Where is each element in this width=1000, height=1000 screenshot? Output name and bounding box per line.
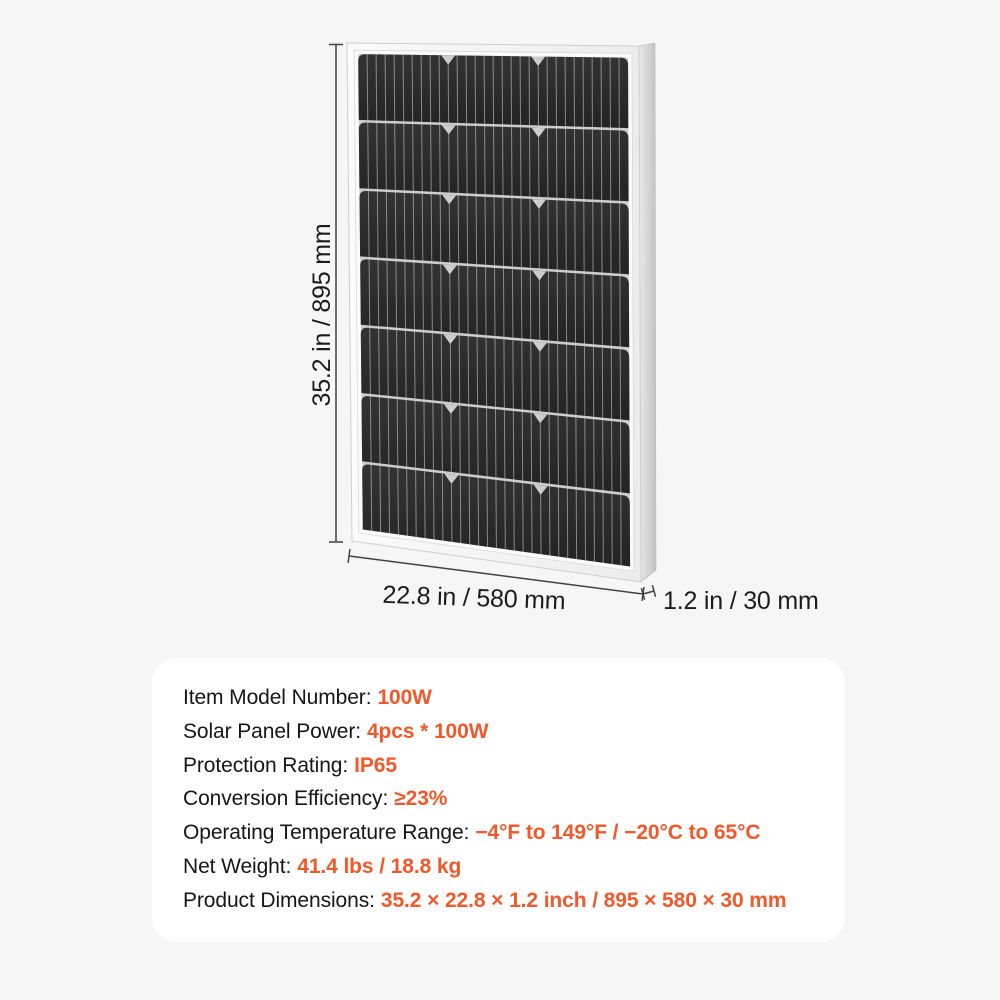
- spec-label: Net Weight:: [183, 854, 292, 878]
- cell-notch: [531, 127, 546, 138]
- panel-side-face: [638, 42, 657, 583]
- spec-value: −4°F to 149°F / −20°C to 65°C: [475, 821, 761, 845]
- cell-notch: [441, 125, 456, 135]
- cell-notch: [441, 55, 456, 65]
- cell-notch: [443, 404, 458, 414]
- cell-notch: [442, 194, 457, 205]
- cell-notch: [532, 341, 547, 352]
- spec-row: Net Weight: 41.4 lbs / 18.8 kg: [183, 850, 821, 884]
- height-dimension-label: 35.2 in / 895 mm: [308, 223, 336, 407]
- spec-value: 35.2 × 22.8 × 1.2 inch / 895 × 580 × 30 …: [380, 888, 787, 912]
- cell-notch: [531, 56, 546, 66]
- cell-notch: [533, 484, 548, 495]
- spec-row: Solar Panel Power: 4pcs * 100W: [183, 715, 821, 749]
- depth-dimension-label: 1.2 in / 30 mm: [663, 587, 819, 615]
- panel-cell-row: [358, 54, 629, 129]
- cell-notch: [442, 264, 457, 275]
- panel-cell-row: [362, 464, 631, 567]
- panel-cell-row: [359, 190, 629, 275]
- cell-notch: [533, 413, 548, 424]
- panel-cell-row: [361, 396, 630, 494]
- spec-row: Item Model Number: 100W: [183, 681, 821, 715]
- cell-notch: [532, 270, 547, 281]
- spec-value: IP65: [354, 753, 397, 777]
- panel-busbar-stripes: [366, 54, 622, 566]
- spec-label: Product Dimensions:: [183, 888, 375, 912]
- cell-notch: [531, 199, 546, 209]
- spec-value: 100W: [377, 686, 432, 709]
- cell-notch: [443, 334, 458, 344]
- spec-list: Item Model Number: 100W Solar Panel Power:…: [183, 681, 821, 918]
- spec-row: Protection Rating: IP65: [183, 749, 821, 783]
- spec-value: ≥23%: [394, 787, 448, 811]
- cell-notch: [444, 473, 459, 484]
- spec-label: Protection Rating:: [183, 753, 349, 777]
- panel-cell-row: [360, 259, 630, 348]
- spec-row: Product Dimensions: 35.2 × 22.8 × 1.2 inc…: [183, 884, 821, 918]
- panel-cell-row: [358, 122, 629, 202]
- spec-label: Conversion Efficiency:: [183, 787, 389, 811]
- panel-cell-row: [360, 327, 630, 421]
- spec-row: Conversion Efficiency: ≥23%: [183, 782, 821, 816]
- spec-value: 41.4 lbs / 18.8 kg: [297, 854, 462, 878]
- solar-panel-diagram: [329, 42, 657, 602]
- depth-dimension-line: [640, 585, 657, 600]
- spec-label: Solar Panel Power:: [183, 719, 361, 743]
- spec-row: Operating Temperature Range: −4°F to 149°…: [183, 816, 821, 850]
- height-dimension-line: [329, 43, 343, 543]
- spec-card: Item Model Number: 100W Solar Panel Power:…: [152, 658, 845, 942]
- spec-value: 4pcs * 100W: [366, 719, 489, 743]
- spec-label: Item Model Number:: [183, 686, 372, 709]
- spec-label: Operating Temperature Range:: [183, 821, 470, 845]
